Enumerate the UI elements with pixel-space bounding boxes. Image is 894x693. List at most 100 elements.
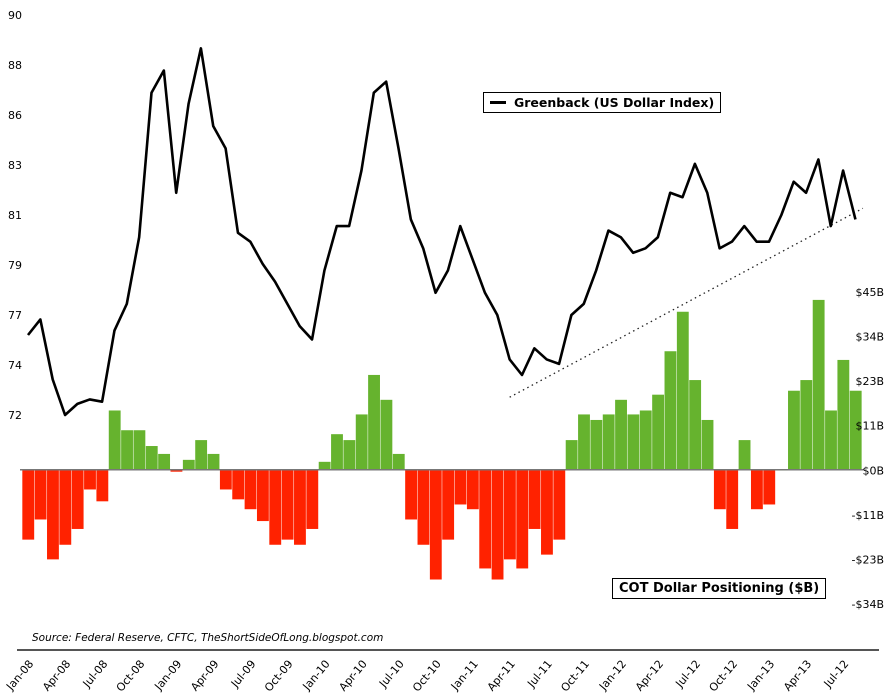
cot-bar: [318, 461, 331, 470]
cot-bar: [207, 453, 220, 470]
right-axis-tick: $23B: [855, 375, 884, 388]
dollar-index-line: [26, 47, 857, 417]
cot-bar: [590, 419, 603, 470]
cot-bar: [639, 410, 652, 470]
cot-bar: [578, 414, 590, 470]
cot-bar: [182, 459, 195, 470]
cot-bar: [701, 419, 714, 470]
trendline: [509, 207, 864, 398]
cot-bar: [84, 469, 96, 490]
cot-bar: [565, 440, 578, 470]
x-axis-tick: Apr-12: [633, 658, 666, 693]
x-axis-tick: Jul-08: [80, 658, 111, 691]
cot-bar: [689, 380, 702, 470]
cot-bar: [219, 469, 232, 490]
cot-bar: [417, 469, 430, 545]
x-axis-tick: Apr-08: [40, 658, 73, 693]
x-axis-tick: Apr-09: [188, 658, 221, 693]
x-axis-tick: Oct-12: [707, 658, 741, 693]
cot-bar: [269, 469, 282, 545]
x-axis-tick: Oct-11: [558, 658, 592, 693]
cot-bar: [528, 469, 541, 529]
right-axis-tick: -$11B: [851, 509, 884, 522]
x-axis-tick: Oct-09: [262, 658, 296, 693]
cot-bar: [306, 469, 319, 529]
cot-bar: [34, 469, 47, 520]
cot-bar: [713, 469, 726, 510]
cot-bar: [849, 390, 862, 470]
cot-bar: [121, 430, 133, 470]
x-axis: Jan-08 Apr-08 Jul-08 Oct-08 Jan-09 Apr-09 Jul-…: [3, 658, 851, 693]
cot-bar: [195, 440, 208, 470]
x-axis-tick: Apr-13: [781, 658, 814, 693]
left-axis-tick: 77: [8, 309, 22, 322]
left-axis-tick: 88: [8, 59, 22, 72]
cot-bar: [405, 469, 418, 520]
right-axis-tick: -$34B: [851, 598, 884, 611]
cot-bars: [22, 299, 862, 580]
cot-bar: [145, 446, 158, 470]
cot-bar: [763, 469, 776, 505]
x-axis-tick: Jul-10: [376, 658, 407, 691]
cot-bar: [232, 469, 245, 500]
cot-bar: [479, 469, 492, 569]
x-axis-tick: Oct-08: [114, 658, 148, 693]
cot-bar: [602, 414, 615, 470]
x-axis-tick: Oct-10: [410, 658, 444, 693]
x-axis-tick: Jul-12: [673, 658, 704, 691]
left-axis-tick: 74: [8, 359, 22, 372]
cot-bar: [652, 394, 665, 470]
x-axis-tick: Jul-12: [821, 658, 852, 691]
cot-bar: [158, 453, 171, 470]
x-axis-tick: Jan-09: [151, 658, 184, 693]
cot-bar: [108, 410, 121, 470]
cot-bar: [454, 469, 467, 505]
legend-dollar-index: Greenback (US Dollar Index): [483, 92, 722, 113]
cot-bar: [392, 453, 405, 470]
cot-bar: [244, 469, 257, 510]
divider: [17, 649, 879, 651]
legend-line-swatch: [490, 101, 506, 104]
cot-bar: [368, 374, 380, 470]
left-axis-tick: 72: [8, 409, 22, 422]
x-axis-tick: Apr-10: [336, 658, 369, 693]
left-axis: 72 74 77 79 81 83 86 88 90: [8, 9, 22, 422]
cot-bar: [71, 469, 84, 529]
left-axis-tick: 81: [8, 209, 22, 222]
right-axis-tick: $34B: [855, 331, 884, 344]
cot-bar: [429, 469, 442, 580]
right-axis: -$34B -$23B -$11B $0B $11B $23B $34B $45B: [851, 286, 884, 611]
cot-bar: [664, 351, 677, 470]
cot-bar: [837, 359, 850, 470]
cot-bar: [553, 469, 566, 540]
cot-bar: [812, 299, 825, 470]
cot-bar: [133, 430, 146, 470]
x-axis-tick: Jan-10: [300, 658, 333, 693]
cot-bar: [800, 380, 813, 470]
legend-cot: COT Dollar Positioning ($B): [612, 578, 827, 599]
cot-bar: [442, 469, 455, 540]
cot-bar: [491, 469, 504, 580]
cot-bar: [738, 440, 751, 470]
x-axis-tick: Jan-08: [3, 658, 36, 693]
left-axis-tick: 79: [8, 259, 22, 272]
cot-bar: [516, 469, 529, 569]
cot-bar: [331, 434, 343, 470]
x-axis-tick: Jan-11: [448, 658, 481, 693]
cot-bar: [615, 399, 627, 470]
cot-bar: [726, 469, 739, 529]
left-axis-tick: 83: [8, 159, 22, 172]
source-note: Source: Federal Reserve, CFTC, TheShortS…: [32, 632, 384, 644]
cot-bar: [466, 469, 479, 510]
cot-bar: [627, 414, 640, 470]
cot-bar: [541, 469, 553, 555]
legend-dollar-index-label: Greenback (US Dollar Index): [514, 95, 715, 110]
right-axis-tick: $45B: [855, 286, 884, 299]
x-axis-tick: Jan-13: [744, 658, 777, 693]
cot-bar: [294, 469, 306, 545]
cot-bar: [343, 440, 356, 470]
cot-bar: [170, 469, 183, 472]
x-axis-tick: Jul-09: [228, 658, 259, 691]
right-axis-tick: $0B: [862, 464, 884, 477]
